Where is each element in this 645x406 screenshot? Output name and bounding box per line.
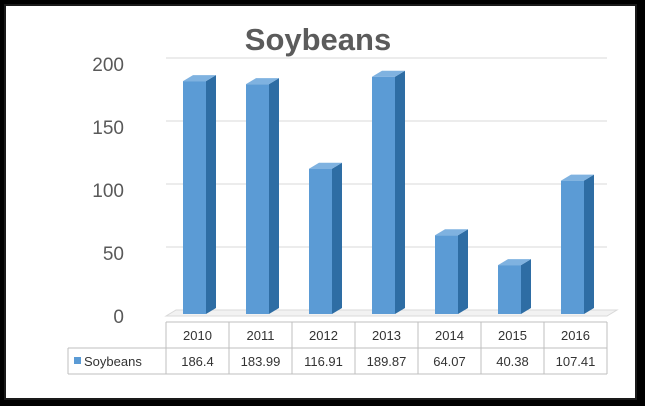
bar-front xyxy=(309,168,332,314)
bar-side xyxy=(395,70,405,315)
bar-top xyxy=(309,162,342,169)
bar xyxy=(561,174,594,314)
bar xyxy=(309,162,342,314)
bar-top xyxy=(372,70,405,77)
y-tick-label: 50 xyxy=(103,244,124,265)
x-tick-label: 2015 xyxy=(498,328,527,343)
data-label: 40.38 xyxy=(496,354,529,369)
x-tick-label: 2010 xyxy=(183,328,212,343)
bar xyxy=(435,229,468,314)
data-label: 64.07 xyxy=(433,354,466,369)
bars xyxy=(183,70,594,315)
bar-side xyxy=(332,162,342,314)
bar-top xyxy=(561,174,594,181)
bar-top xyxy=(435,229,468,236)
bar-front xyxy=(435,235,458,314)
chart-title: Soybeans xyxy=(245,22,391,57)
bar xyxy=(372,70,405,315)
bar-front xyxy=(498,265,521,314)
bar-side xyxy=(206,75,216,314)
data-label: 107.41 xyxy=(556,354,596,369)
y-tick-label: 200 xyxy=(92,55,124,76)
y-axis-ticks: 0 50 100 150 200 xyxy=(92,55,124,328)
data-label: 116.91 xyxy=(304,354,343,369)
x-tick-label: 2011 xyxy=(247,328,275,343)
legend-swatch xyxy=(74,357,81,364)
bar-top xyxy=(246,78,279,85)
bar-front xyxy=(183,81,206,314)
x-tick-label: 2012 xyxy=(309,328,338,343)
x-tick-label: 2013 xyxy=(372,328,401,343)
data-label: 186.4 xyxy=(181,354,214,369)
data-table: 2010 186.4 2011 183.99 2012 116.91 2013 189.87 2… xyxy=(67,321,608,375)
data-label: 183.99 xyxy=(241,354,281,369)
bar xyxy=(183,75,216,314)
bar-front xyxy=(246,84,269,314)
x-tick-label: 2014 xyxy=(435,328,464,343)
bar-front xyxy=(372,76,395,315)
bar-top xyxy=(498,259,531,266)
bar-front xyxy=(561,180,584,314)
bar xyxy=(246,78,279,314)
bar-top xyxy=(183,75,216,82)
bar-side xyxy=(269,78,279,314)
y-tick-label: 0 xyxy=(113,307,124,328)
bar xyxy=(498,259,531,314)
bar-side xyxy=(584,174,594,314)
soybeans-chart: Soybeans 0 50 100 150 200 2010 186.4 2011 183.9… xyxy=(67,22,619,375)
legend-label: Soybeans xyxy=(84,354,142,369)
bar-side xyxy=(458,229,468,314)
data-label: 189.87 xyxy=(367,354,407,369)
chart-frame: Soybeans 0 50 100 150 200 2010 186.4 2011 183.9… xyxy=(4,4,637,400)
y-tick-label: 150 xyxy=(92,118,124,139)
bar-side xyxy=(521,259,531,314)
x-tick-label: 2016 xyxy=(561,328,590,343)
y-tick-label: 100 xyxy=(92,181,124,202)
